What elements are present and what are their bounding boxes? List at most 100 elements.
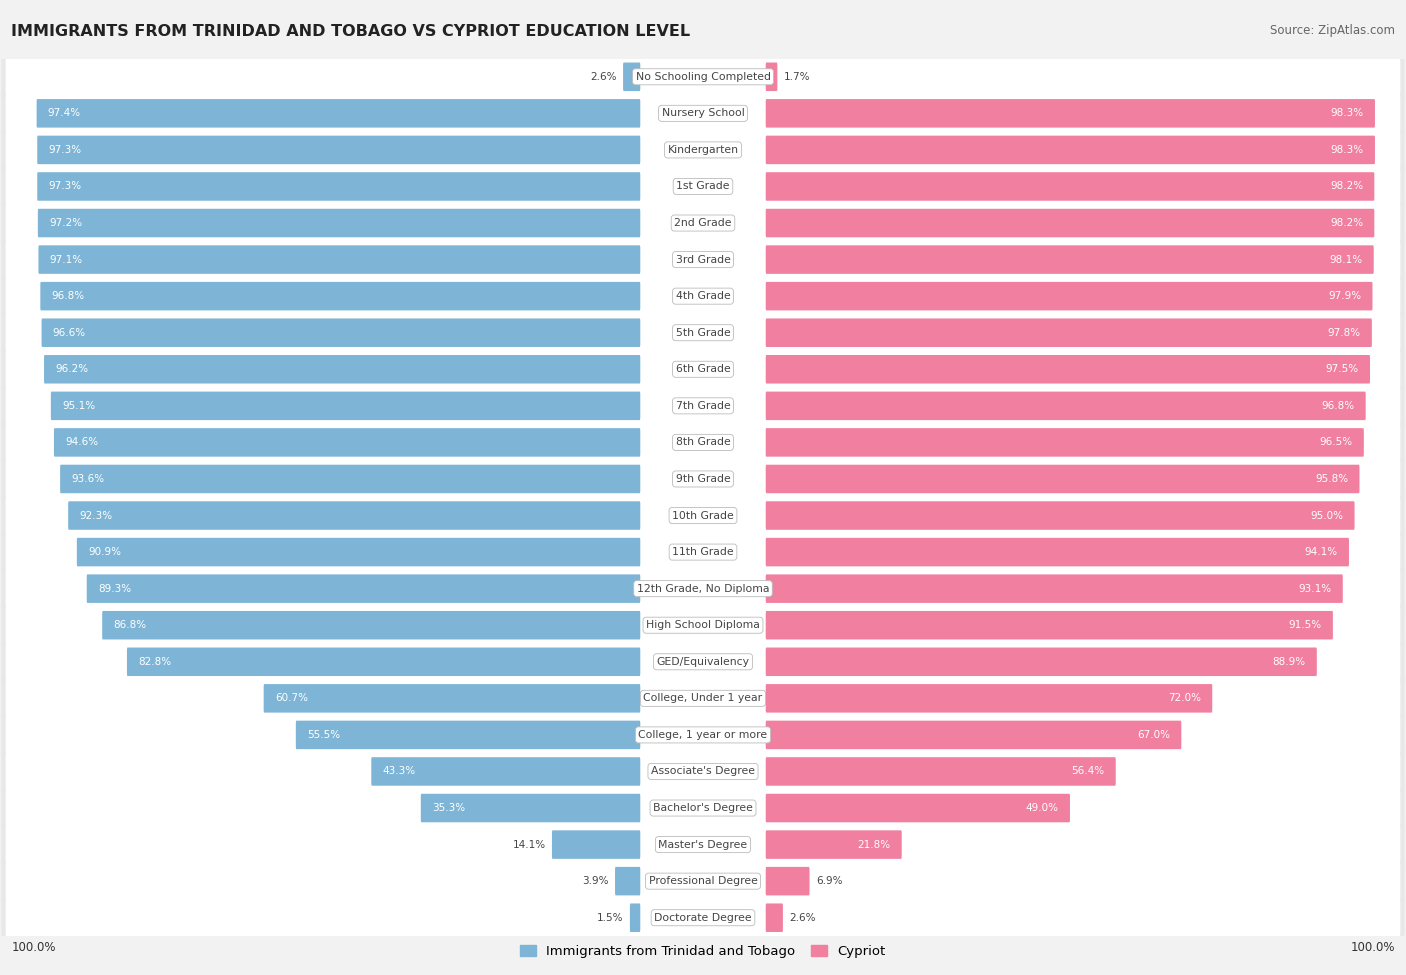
Text: 89.3%: 89.3% [98, 584, 131, 594]
FancyBboxPatch shape [38, 246, 640, 274]
FancyBboxPatch shape [766, 538, 1348, 566]
FancyBboxPatch shape [6, 568, 1400, 609]
FancyBboxPatch shape [1, 415, 1405, 470]
FancyBboxPatch shape [766, 904, 783, 932]
FancyBboxPatch shape [766, 355, 1369, 383]
FancyBboxPatch shape [1, 635, 1405, 689]
Text: 97.3%: 97.3% [48, 181, 82, 191]
FancyBboxPatch shape [1, 305, 1405, 360]
FancyBboxPatch shape [766, 428, 1364, 456]
Text: Nursery School: Nursery School [662, 108, 744, 118]
FancyBboxPatch shape [6, 312, 1400, 353]
FancyBboxPatch shape [103, 611, 640, 640]
FancyBboxPatch shape [1, 562, 1405, 616]
Text: 93.1%: 93.1% [1299, 584, 1331, 594]
FancyBboxPatch shape [51, 392, 640, 420]
FancyBboxPatch shape [766, 99, 1375, 128]
FancyBboxPatch shape [6, 642, 1400, 682]
Text: 95.8%: 95.8% [1315, 474, 1348, 484]
Text: 95.1%: 95.1% [62, 401, 96, 410]
Text: 96.5%: 96.5% [1320, 438, 1353, 448]
FancyBboxPatch shape [1, 232, 1405, 287]
FancyBboxPatch shape [766, 611, 1333, 640]
Text: 96.8%: 96.8% [1322, 401, 1354, 410]
Text: 4th Grade: 4th Grade [676, 292, 730, 301]
FancyBboxPatch shape [766, 209, 1374, 237]
Text: 56.4%: 56.4% [1071, 766, 1105, 776]
Text: 2.6%: 2.6% [591, 72, 617, 82]
FancyBboxPatch shape [67, 501, 640, 529]
Text: Professional Degree: Professional Degree [648, 877, 758, 886]
Text: 97.8%: 97.8% [1327, 328, 1361, 337]
Text: 9th Grade: 9th Grade [676, 474, 730, 484]
FancyBboxPatch shape [42, 319, 640, 347]
Text: 72.0%: 72.0% [1168, 693, 1201, 703]
FancyBboxPatch shape [371, 758, 640, 786]
Text: 95.0%: 95.0% [1310, 511, 1344, 521]
FancyBboxPatch shape [6, 604, 1400, 645]
FancyBboxPatch shape [1, 525, 1405, 579]
Text: 7th Grade: 7th Grade [676, 401, 730, 410]
FancyBboxPatch shape [1, 86, 1405, 140]
Text: 96.2%: 96.2% [55, 365, 89, 374]
FancyBboxPatch shape [6, 458, 1400, 499]
Text: 49.0%: 49.0% [1026, 803, 1059, 813]
FancyBboxPatch shape [6, 166, 1400, 207]
FancyBboxPatch shape [614, 867, 640, 895]
FancyBboxPatch shape [6, 531, 1400, 572]
Text: 100.0%: 100.0% [1350, 941, 1395, 955]
FancyBboxPatch shape [37, 173, 640, 201]
FancyBboxPatch shape [6, 422, 1400, 463]
FancyBboxPatch shape [6, 715, 1400, 756]
FancyBboxPatch shape [1, 159, 1405, 214]
Text: 5th Grade: 5th Grade [676, 328, 730, 337]
FancyBboxPatch shape [295, 721, 640, 749]
FancyBboxPatch shape [766, 246, 1374, 274]
Text: 92.3%: 92.3% [79, 511, 112, 521]
FancyBboxPatch shape [77, 538, 640, 566]
FancyBboxPatch shape [6, 276, 1400, 317]
FancyBboxPatch shape [6, 788, 1400, 829]
Text: 1st Grade: 1st Grade [676, 181, 730, 191]
Legend: Immigrants from Trinidad and Tobago, Cypriot: Immigrants from Trinidad and Tobago, Cyp… [515, 940, 891, 963]
Text: No Schooling Completed: No Schooling Completed [636, 72, 770, 82]
FancyBboxPatch shape [1, 123, 1405, 177]
Text: 55.5%: 55.5% [307, 730, 340, 740]
FancyBboxPatch shape [53, 428, 640, 456]
Text: 88.9%: 88.9% [1272, 657, 1306, 667]
Text: 1.7%: 1.7% [783, 72, 810, 82]
FancyBboxPatch shape [766, 867, 810, 895]
FancyBboxPatch shape [766, 574, 1343, 603]
Text: 98.2%: 98.2% [1330, 181, 1364, 191]
Text: 94.1%: 94.1% [1305, 547, 1339, 557]
FancyBboxPatch shape [1, 890, 1405, 945]
FancyBboxPatch shape [766, 794, 1070, 822]
FancyBboxPatch shape [6, 239, 1400, 280]
FancyBboxPatch shape [264, 684, 640, 713]
Text: 21.8%: 21.8% [858, 839, 890, 849]
FancyBboxPatch shape [87, 574, 640, 603]
Text: 2.6%: 2.6% [789, 913, 815, 922]
Text: 10th Grade: 10th Grade [672, 511, 734, 521]
Text: 97.5%: 97.5% [1326, 365, 1358, 374]
Text: 98.3%: 98.3% [1330, 145, 1364, 155]
FancyBboxPatch shape [766, 831, 901, 859]
FancyBboxPatch shape [1, 781, 1405, 836]
FancyBboxPatch shape [766, 721, 1181, 749]
Text: 8th Grade: 8th Grade [676, 438, 730, 448]
FancyBboxPatch shape [766, 173, 1374, 201]
FancyBboxPatch shape [1, 708, 1405, 762]
FancyBboxPatch shape [37, 136, 640, 164]
Text: Bachelor's Degree: Bachelor's Degree [652, 803, 754, 813]
Text: College, Under 1 year: College, Under 1 year [644, 693, 762, 703]
FancyBboxPatch shape [1, 488, 1405, 543]
Text: 100.0%: 100.0% [11, 941, 56, 955]
Text: 60.7%: 60.7% [274, 693, 308, 703]
FancyBboxPatch shape [1, 671, 1405, 725]
FancyBboxPatch shape [44, 355, 640, 383]
Text: 2nd Grade: 2nd Grade [675, 218, 731, 228]
FancyBboxPatch shape [766, 684, 1212, 713]
Text: 3rd Grade: 3rd Grade [675, 254, 731, 264]
Text: 94.6%: 94.6% [65, 438, 98, 448]
FancyBboxPatch shape [6, 93, 1400, 134]
